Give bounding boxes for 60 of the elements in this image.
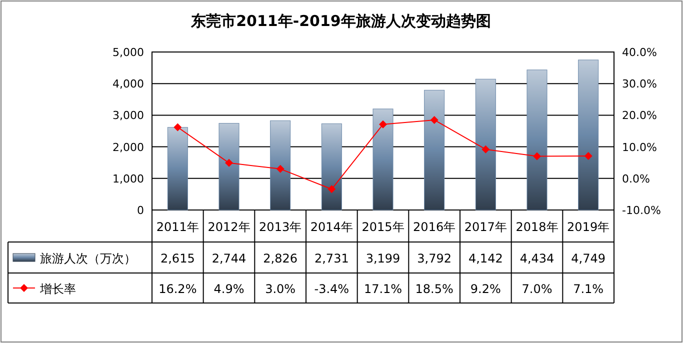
x-tick-label: 2019年 bbox=[567, 220, 610, 234]
data-label: 9.2% bbox=[470, 282, 501, 296]
y2-tick-label: 10.0% bbox=[622, 140, 657, 154]
x-tick-label: 2018年 bbox=[516, 220, 558, 234]
bar bbox=[578, 60, 599, 210]
data-label: 16.2% bbox=[158, 282, 197, 296]
x-tick-label: 2011年 bbox=[156, 220, 199, 234]
y2-tick-label: 40.0% bbox=[622, 46, 657, 59]
legend-label: 增长率 bbox=[39, 282, 76, 296]
x-tick-label: 2013年 bbox=[259, 220, 302, 234]
point bbox=[533, 152, 541, 160]
data-label: 4,749 bbox=[571, 252, 606, 266]
point bbox=[328, 185, 336, 194]
data-label: -3.4% bbox=[314, 282, 350, 296]
y2-tick-label: 0.0% bbox=[622, 172, 650, 186]
data-label: 3,199 bbox=[366, 252, 400, 266]
data-label: 7.0% bbox=[522, 282, 552, 296]
point bbox=[174, 123, 182, 132]
chart-title: 东莞市2011年-2019年旅游人次变动趋势图 bbox=[190, 12, 491, 30]
data-label: 18.5% bbox=[415, 282, 454, 296]
data-label: 3,792 bbox=[417, 252, 452, 266]
bar bbox=[526, 70, 548, 210]
y-tick-label: 3,000 bbox=[112, 109, 144, 122]
x-tick-label: 2012年 bbox=[208, 220, 250, 234]
y-tick-label: 4,000 bbox=[112, 78, 144, 91]
point bbox=[225, 158, 233, 167]
data-label: 3.0% bbox=[265, 282, 296, 296]
data-label: 2,744 bbox=[212, 252, 246, 266]
point bbox=[482, 145, 490, 154]
point bbox=[379, 120, 387, 128]
bar bbox=[270, 120, 291, 210]
data-label: 2,615 bbox=[160, 252, 195, 266]
x-tick-label: 2015年 bbox=[362, 220, 404, 234]
y2-tick-label: -10.0% bbox=[622, 204, 661, 217]
data-label: 4.9% bbox=[214, 282, 244, 296]
bar bbox=[167, 127, 188, 210]
bar bbox=[424, 90, 445, 210]
y-tick-label: 0 bbox=[137, 204, 144, 217]
data-label: 4,142 bbox=[468, 252, 503, 266]
x-tick-label: 2016年 bbox=[413, 220, 456, 234]
data-label: 2,826 bbox=[263, 252, 298, 266]
bar bbox=[321, 123, 342, 210]
bar bbox=[218, 123, 240, 210]
point bbox=[584, 152, 592, 160]
x-tick-label: 2014年 bbox=[310, 220, 353, 234]
x-tick-label: 2017年 bbox=[464, 220, 507, 234]
data-label: 17.1% bbox=[364, 282, 402, 296]
point bbox=[430, 116, 438, 124]
legend-label: 旅游人次（万次） bbox=[40, 252, 136, 266]
bar bbox=[475, 78, 496, 210]
data-label: 4,434 bbox=[520, 252, 554, 266]
point bbox=[276, 164, 284, 173]
y-tick-label: 1,000 bbox=[112, 172, 144, 186]
data-label: 2,731 bbox=[314, 252, 349, 266]
y-tick-label: 5,000 bbox=[112, 46, 144, 59]
y2-tick-label: 20.0% bbox=[622, 109, 657, 122]
y2-tick-label: 30.0% bbox=[622, 78, 657, 91]
bar bbox=[372, 108, 394, 210]
y-tick-label: 2,000 bbox=[112, 140, 144, 154]
data-label: 7.1% bbox=[573, 282, 604, 296]
